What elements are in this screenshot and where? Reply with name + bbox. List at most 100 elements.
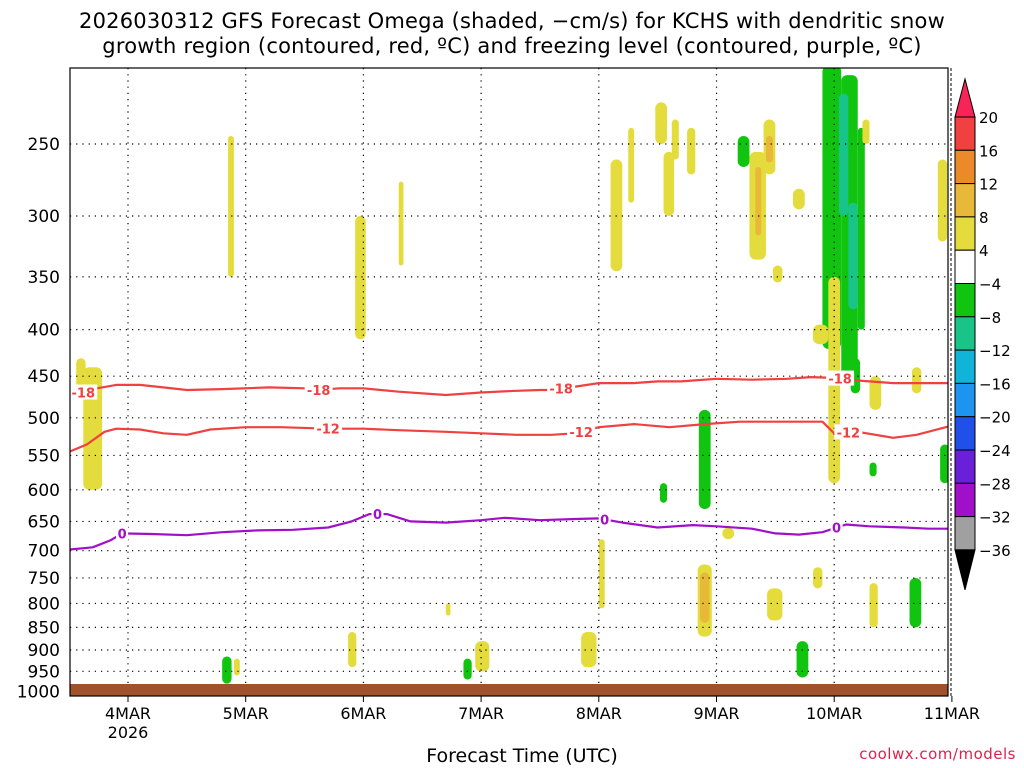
contour-label: 0	[600, 513, 609, 528]
y-tick-label: 950	[28, 662, 60, 682]
contour-label: 0	[832, 522, 841, 537]
colorbar-label: −20	[979, 409, 1011, 427]
credit-text: coolwx.com/models	[859, 745, 1016, 763]
colorbar-segment	[954, 416, 976, 451]
y-tick-label: 850	[28, 618, 60, 638]
contour-label-bg	[834, 424, 863, 440]
omega-shade-cell	[698, 409, 711, 510]
omega-shade-cell	[610, 159, 623, 272]
colorbar-segment	[954, 516, 976, 551]
omega-shade-cell	[838, 93, 849, 217]
chart-title-line2: growth region (contoured, red, ºC) and f…	[102, 34, 922, 58]
y-tick-label: 500	[28, 409, 60, 429]
omega-shade-cell	[671, 119, 679, 160]
contour-line--18	[70, 376, 948, 398]
contour-label-bg	[314, 420, 343, 436]
omega-shade-cell	[628, 127, 635, 203]
omega-shade-cell	[940, 444, 948, 484]
x-tick-label: 5MAR	[223, 704, 269, 723]
x-tick-sublabel: 2026	[108, 723, 149, 742]
contour-label: 0	[118, 527, 127, 542]
omega-shade-cell	[663, 151, 675, 217]
omega-shade-cell	[813, 324, 829, 345]
omega-shade-cell	[813, 567, 823, 589]
colorbar-label: 12	[979, 176, 998, 194]
colorbar-segment	[954, 216, 976, 251]
colorbar-top-arrow	[954, 77, 976, 118]
y-tick-label: 550	[28, 446, 60, 466]
omega-shade-cell	[869, 462, 877, 477]
omega-shade-cell	[222, 656, 232, 684]
omega-shade-cell	[767, 588, 783, 621]
omega-shade-cell	[445, 603, 451, 616]
colorbar-segment	[954, 183, 976, 218]
colorbar-label: 4	[979, 242, 989, 260]
colorbar-label: −36	[979, 542, 1011, 560]
y-tick-label: 650	[28, 512, 60, 532]
omega-shade-cell	[911, 367, 922, 394]
omega-shade-cell	[581, 632, 597, 668]
y-tick-label: 1000	[17, 683, 60, 703]
y-tick-label: 700	[28, 542, 60, 562]
colorbar-segment	[954, 482, 976, 518]
x-tick-label: 7MAR	[458, 704, 504, 723]
contour-label-bg	[567, 423, 596, 439]
omega-shade-cell	[655, 102, 668, 144]
omega-shade-cell	[660, 483, 668, 503]
contour-label: -12	[837, 426, 861, 441]
omega-shade-cell	[772, 265, 783, 283]
contour-label-bg	[70, 384, 98, 400]
omega-shade-cell	[793, 188, 805, 210]
x-tick-label: 6MAR	[340, 704, 386, 723]
y-tick-label: 400	[28, 321, 60, 341]
colorbar-segment	[954, 316, 976, 351]
colorbar-label: 8	[979, 209, 989, 227]
contour-label-bg	[598, 511, 611, 527]
omega-shade-cell	[475, 641, 490, 672]
omega-shade-cell	[869, 583, 878, 628]
contour-label: -18	[828, 373, 852, 388]
omega-shade-cell	[737, 136, 750, 168]
plot-frame	[69, 67, 949, 697]
omega-shade-cell	[848, 202, 858, 310]
contour-line--12	[70, 420, 948, 453]
x-tick-label: 9MAR	[693, 704, 739, 723]
colorbar-label: −32	[979, 509, 1011, 527]
colorbar-label: −12	[979, 342, 1011, 360]
omega-shade-cell	[765, 136, 773, 163]
omega-shade-cell	[463, 658, 472, 680]
y-tick-label: 600	[28, 481, 60, 501]
colorbar-segment	[954, 249, 976, 284]
colorbar-label: 16	[979, 142, 998, 160]
omega-shade-cell	[398, 181, 404, 266]
y-tick-label: 300	[28, 207, 60, 227]
contour-label: -18	[72, 387, 96, 402]
x-tick-label: 11MAR	[924, 704, 980, 723]
omega-shade-cell	[722, 527, 735, 540]
omega-shade-cell	[687, 127, 696, 175]
omega-shade-cell	[348, 632, 357, 668]
contour-label: 0	[373, 508, 382, 523]
y-tick-label: 350	[28, 268, 60, 288]
x-tick-label: 4MAR	[105, 704, 151, 723]
omega-shade-cell	[355, 216, 366, 340]
contour-label: -18	[549, 383, 573, 398]
omega-shade-cell	[857, 127, 865, 330]
ground-surface	[70, 684, 948, 696]
omega-shade-cell	[909, 577, 922, 628]
colorbar-label: −4	[979, 276, 1001, 294]
y-tick-label: 750	[28, 569, 60, 589]
colorbar-label: −16	[979, 375, 1011, 393]
x-tick-label: 8MAR	[576, 704, 622, 723]
contour-label-bg	[830, 519, 843, 535]
omega-shade-cell	[862, 119, 870, 144]
contour-label: -18	[307, 384, 331, 399]
omega-shade-cell	[700, 572, 710, 623]
colorbar-segment	[954, 116, 976, 151]
colorbar-segment	[954, 349, 976, 384]
colorbar-bottom-arrow	[954, 549, 976, 591]
contour-label-bg	[304, 381, 333, 397]
colorbar-segment	[954, 449, 976, 484]
colorbar-label: −8	[979, 309, 1001, 327]
